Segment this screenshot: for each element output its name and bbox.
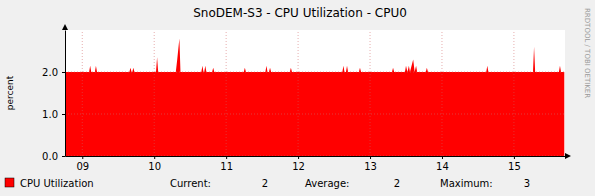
x-axis: 09 10 11 12 13 14 15 xyxy=(66,156,566,172)
x-tick-mark xyxy=(226,156,227,159)
y-tick: 0.0 xyxy=(42,151,65,162)
y-axis-title: percent xyxy=(5,75,15,110)
stat-value: 2 xyxy=(394,178,400,189)
y-tick-label: 0.0 xyxy=(42,151,58,162)
x-tick: 15 xyxy=(508,156,521,172)
axis-arrow xyxy=(565,153,571,159)
stat-label: Current: xyxy=(170,178,211,189)
grid xyxy=(65,30,565,156)
x-tick-mark xyxy=(82,156,83,159)
x-tick-label: 14 xyxy=(436,161,449,172)
stat-label: Average: xyxy=(305,178,349,189)
cpu-area xyxy=(66,38,565,156)
title: SnoDEM-S3 - CPU Utilization - CPU0 xyxy=(193,6,407,20)
y-tick-label: 1.0 xyxy=(42,109,58,120)
y-tick: 1.0 xyxy=(42,109,65,120)
chart: 09 10 11 12 13 14 15 0.0 1.0 2.0 SnoDEM-S3 - CPU U… xyxy=(0,0,595,196)
stat-label: Maximum: xyxy=(440,178,493,189)
grid-line-x xyxy=(513,30,514,156)
grid-line-x xyxy=(154,30,155,156)
x-tick: 10 xyxy=(148,156,161,172)
x-tick-label: 15 xyxy=(508,161,521,172)
stat-value: 2 xyxy=(262,178,268,189)
x-tick-label: 09 xyxy=(76,161,89,172)
x-tick-label: 13 xyxy=(364,161,377,172)
stat-value: 3 xyxy=(524,178,530,189)
watermark: RRDTOOL / TOBI OETIKER xyxy=(583,8,591,98)
axis-arrow xyxy=(62,24,68,30)
grid-line-y xyxy=(65,72,565,73)
x-tick: 09 xyxy=(76,156,89,172)
x-tick-mark xyxy=(442,156,443,159)
grid-line-y xyxy=(65,114,565,115)
legend-label: CPU Utilization xyxy=(20,178,94,189)
grid-line-x xyxy=(82,30,83,156)
x-tick: 13 xyxy=(364,156,377,172)
grid-line-x xyxy=(441,30,442,156)
x-tick-mark xyxy=(514,156,515,159)
background xyxy=(0,0,595,196)
x-tick-label: 11 xyxy=(220,161,233,172)
y-tick-mark xyxy=(62,114,65,115)
grid-line-x xyxy=(298,30,299,156)
y-tick-mark xyxy=(62,156,65,157)
grid-line-x xyxy=(226,30,227,156)
legend-swatch xyxy=(5,178,14,187)
x-tick-mark xyxy=(154,156,155,159)
plot-background xyxy=(65,30,565,156)
grid-line-y xyxy=(65,156,565,157)
legend: CPU Utilization Current: 2 Average: 2 Maximum… xyxy=(5,178,530,189)
x-tick: 14 xyxy=(436,156,449,172)
x-tick-label: 12 xyxy=(292,161,305,172)
x-tick-label: 10 xyxy=(148,161,161,172)
y-tick: 2.0 xyxy=(42,67,65,78)
y-tick-mark xyxy=(62,72,65,73)
y-axis-line xyxy=(65,31,66,157)
x-tick: 11 xyxy=(220,156,233,172)
x-tick: 12 xyxy=(292,156,305,172)
plot-area xyxy=(66,38,565,156)
y-tick-label: 2.0 xyxy=(42,67,58,78)
y-axis: 0.0 1.0 2.0 xyxy=(42,31,65,162)
x-tick-mark xyxy=(370,156,371,159)
x-axis-line xyxy=(66,156,566,157)
x-tick-mark xyxy=(298,156,299,159)
grid-line-x xyxy=(370,30,371,156)
